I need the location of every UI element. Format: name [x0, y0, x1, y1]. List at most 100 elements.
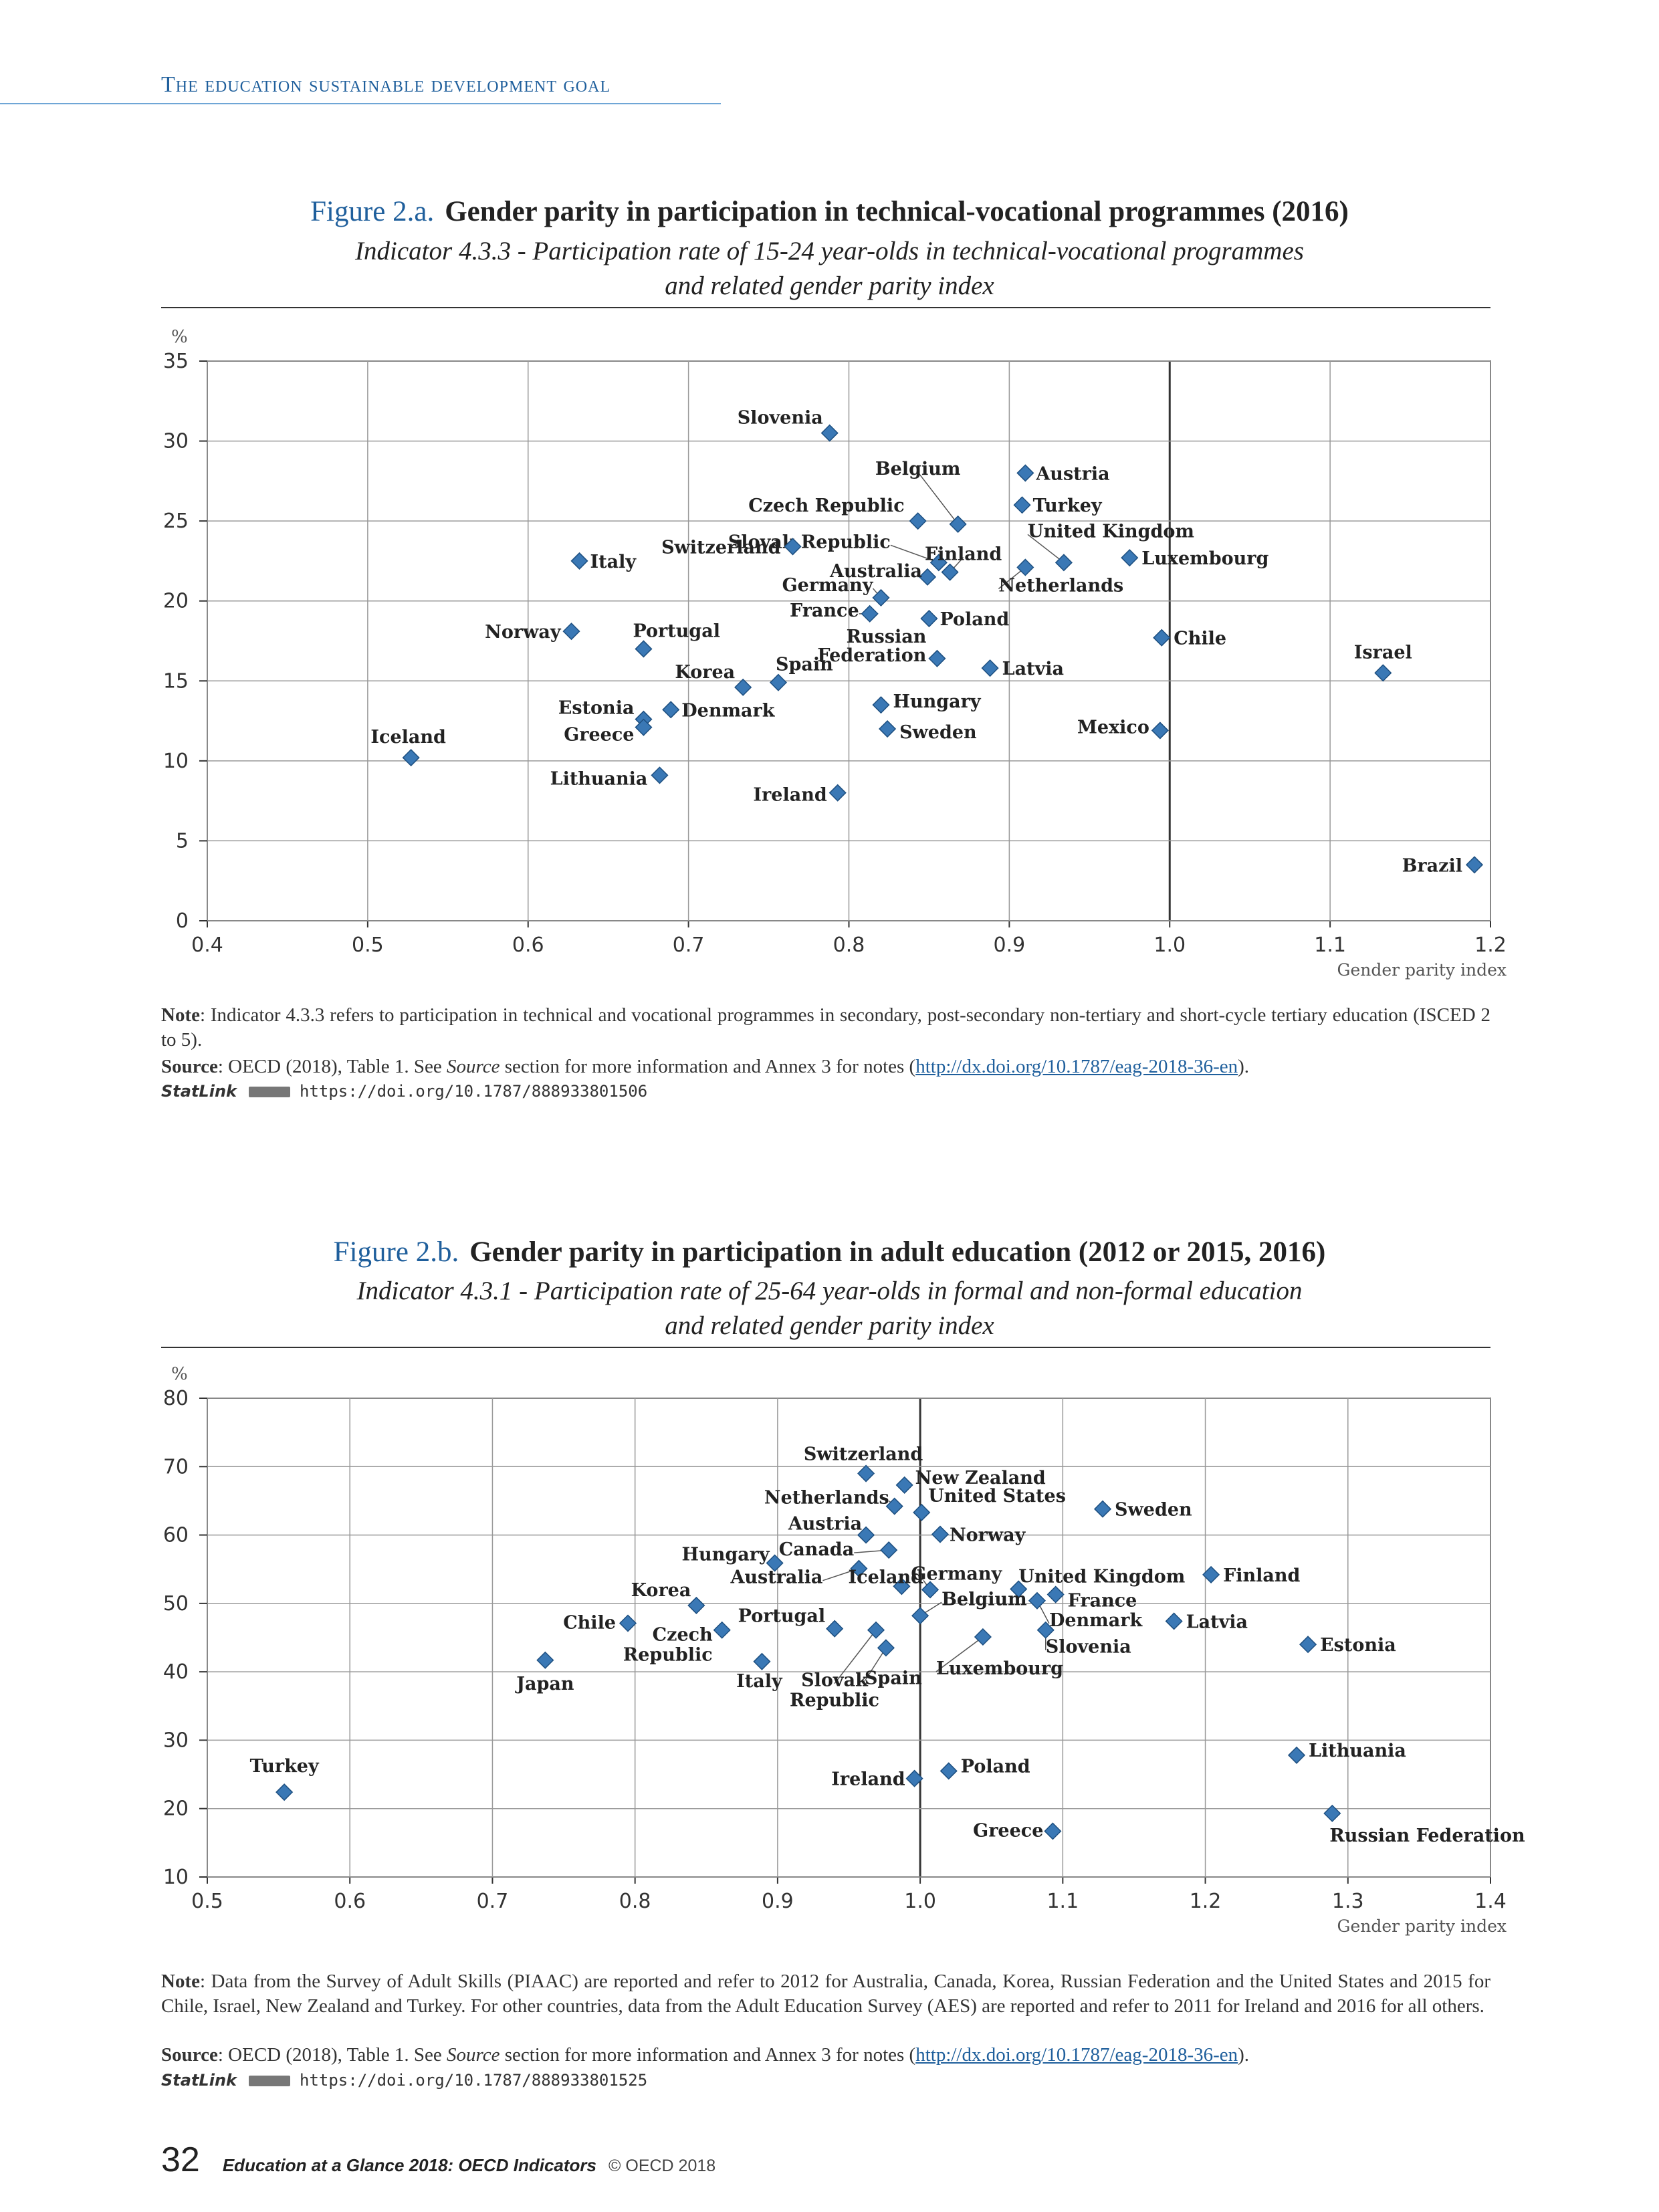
figure-a-subtitle-1: Indicator 4.3.3 - Participation rate of … [355, 237, 1304, 265]
chart-b-point-france [1046, 1585, 1065, 1603]
chart-b-label-czech-republic-1: Czech [653, 1625, 713, 1646]
chart-b-leader-luxembourg [935, 1636, 984, 1672]
figure-b-source-pre: : OECD (2018), Table 1. See [217, 2044, 447, 2066]
chart-b-point-luxembourg [974, 1628, 992, 1646]
chart-a-point-austria [1016, 464, 1034, 482]
copyright: © OECD 2018 [609, 2156, 716, 2175]
chart-b-label-luxembourg: Luxembourg [936, 1658, 1063, 1679]
chart-a-label-ireland: Ireland [753, 785, 826, 806]
chart-a-xtick-label: 0.7 [673, 933, 705, 957]
figure-a-source-post: section for more information and Annex 3… [500, 1056, 916, 1077]
chart-b-ytick-label: 50 [163, 1592, 189, 1616]
chart-b-label-czech-republic-2: Republic [623, 1645, 713, 1666]
chart-a-label-turkey: Turkey [1033, 495, 1103, 516]
chart-a-label-italy: Italy [590, 552, 637, 572]
chart-b-x-axis-label: Gender parity index [1337, 1916, 1507, 1936]
chart-a-point-netherlands [1016, 558, 1034, 576]
chart-b-point-sweden [1093, 1500, 1112, 1518]
chart-b-label-united-kingdom: United Kingdom [1018, 1566, 1185, 1587]
chart-a-label-denmark: Denmark [681, 700, 776, 721]
chart-a-point-brazil [1465, 856, 1484, 874]
chart-a-y-axis-label: % [171, 327, 188, 347]
chart-b-ytick-label: 80 [163, 1387, 189, 1410]
figure-b-source-italic: Source [447, 2044, 500, 2066]
chart-b-leader-slovak-republic [834, 1630, 877, 1684]
chart-b-label-switzerland: Switzerland [804, 1444, 923, 1465]
chart-b-label-netherlands: Netherlands [764, 1488, 889, 1509]
chart-a-label-spain: Spain [776, 655, 833, 675]
figure-a-note-label: Note [161, 1004, 200, 1026]
chart-b-ytick-label: 20 [163, 1797, 189, 1821]
chart-b-xtick-label: 1.2 [1190, 1890, 1222, 1913]
chart-b-point-hungary [766, 1554, 784, 1572]
chart-b-label-poland: Poland [961, 1756, 1030, 1777]
chart-a-point-slovak-republic [929, 554, 948, 572]
chart-b-point-korea [687, 1596, 705, 1614]
chart-a-label-mexico: Mexico [1077, 717, 1149, 738]
statlink-logo-icon [249, 1087, 290, 1097]
figure-b-source: Source: OECD (2018), Table 1. See Source… [161, 2043, 1490, 2068]
chart-b-label-australia: Australia [730, 1567, 822, 1588]
chart-a-point-turkey [1013, 496, 1031, 514]
chart-b-point-canada [880, 1541, 898, 1559]
chart-b-label-ireland: Ireland [831, 1769, 905, 1790]
chart-a-point-iceland [402, 749, 420, 767]
figure-b-subtitle-1: Indicator 4.3.1 - Participation rate of … [356, 1277, 1303, 1305]
chart-a-point-germany [872, 588, 890, 606]
chart-b-label-hungary: Hungary [682, 1545, 770, 1565]
figure-b-title-block: Figure 2.b. Gender parity in participatio… [0, 1236, 1659, 1268]
chart-a-label-finland: Finland [925, 544, 1002, 565]
figure-a-statlink-url[interactable]: https://doi.org/10.1787/888933801506 [300, 1082, 648, 1101]
chart-b-xtick-label: 1.1 [1046, 1890, 1079, 1913]
chart-b-label-lithuania: Lithuania [1309, 1741, 1406, 1761]
chart-b-ytick-label: 40 [163, 1660, 189, 1684]
chart-a-point-hungary [872, 696, 890, 714]
chart-b-point-iceland [921, 1581, 939, 1599]
chart-b-label-turkey: Turkey [250, 1756, 320, 1777]
chart-a-point-ireland [828, 784, 847, 802]
chart-b-point-turkey [275, 1783, 294, 1801]
chart-b-label-portugal: Portugal [738, 1606, 826, 1627]
chart-b-point-switzerland [857, 1464, 875, 1482]
chart-a-point-greece [635, 718, 653, 736]
chart-a-label-portugal: Portugal [633, 621, 720, 641]
chart-a-ytick-label: 30 [163, 430, 189, 453]
chart-b-label-estonia: Estonia [1320, 1635, 1396, 1656]
chart-b-point-denmark [1028, 1591, 1046, 1610]
chart-b-label-france: France [1068, 1591, 1137, 1612]
chart-a-label-russian-federation-1: Russian [847, 627, 927, 647]
figure-a-number: Figure 2.a. [310, 196, 435, 227]
header-rule [0, 103, 721, 104]
chart-a-point-united-kingdom [1055, 554, 1073, 572]
chart-a-label-russian-federation-2: Federation [817, 645, 926, 666]
chart-b-point-poland [939, 1762, 958, 1780]
chart-b-xtick-label: 0.9 [762, 1890, 794, 1913]
chart-a-label-brazil: Brazil [1402, 855, 1462, 876]
figure-a-subtitle-2: and related gender parity index [665, 271, 994, 300]
page-footer: 32 Education at a Glance 2018: OECD Indic… [161, 2140, 715, 2180]
book-title: Education at a Glance 2018: OECD Indicat… [222, 2155, 597, 2175]
figure-a-source-link[interactable]: http://dx.doi.org/10.1787/eag-2018-36-en [915, 1056, 1238, 1077]
chart-b-point-italy [753, 1652, 771, 1670]
figure-b-source-link[interactable]: http://dx.doi.org/10.1787/eag-2018-36-en [915, 2044, 1238, 2066]
figure-a-title-rule [161, 307, 1490, 308]
chart-b-point-germany [893, 1577, 911, 1595]
figure-b-subtitle-2: and related gender parity index [665, 1311, 994, 1340]
chart-b-ytick-label: 60 [163, 1524, 189, 1547]
chart-a-ytick-label: 35 [163, 350, 189, 373]
chart-b-y-axis-label: % [171, 1364, 188, 1384]
chart-a-point-chile [1153, 629, 1171, 647]
figure-b-note-text: : Data from the Survey of Adult Skills (… [161, 1971, 1490, 2017]
chart-b-point-ireland [905, 1769, 923, 1787]
figure-b-title: Gender parity in participation in adult … [469, 1236, 1326, 1268]
chart-b-label-greece: Greece [973, 1820, 1043, 1841]
chart-a-point-israel [1374, 664, 1392, 682]
chart-b-point-chile [619, 1614, 637, 1632]
figure-b-statlink-url[interactable]: https://doi.org/10.1787/888933801525 [300, 2071, 648, 2090]
chart-b-label-denmark: Denmark [1049, 1610, 1143, 1631]
chart-a-point-france [861, 604, 879, 623]
chart-a-xtick-label: 0.5 [352, 933, 384, 957]
chart-a-label-sweden: Sweden [899, 722, 977, 743]
chart-b-label-slovak-republic-1: Slovak [801, 1670, 869, 1691]
chart-b-plot-area [207, 1398, 1491, 1878]
